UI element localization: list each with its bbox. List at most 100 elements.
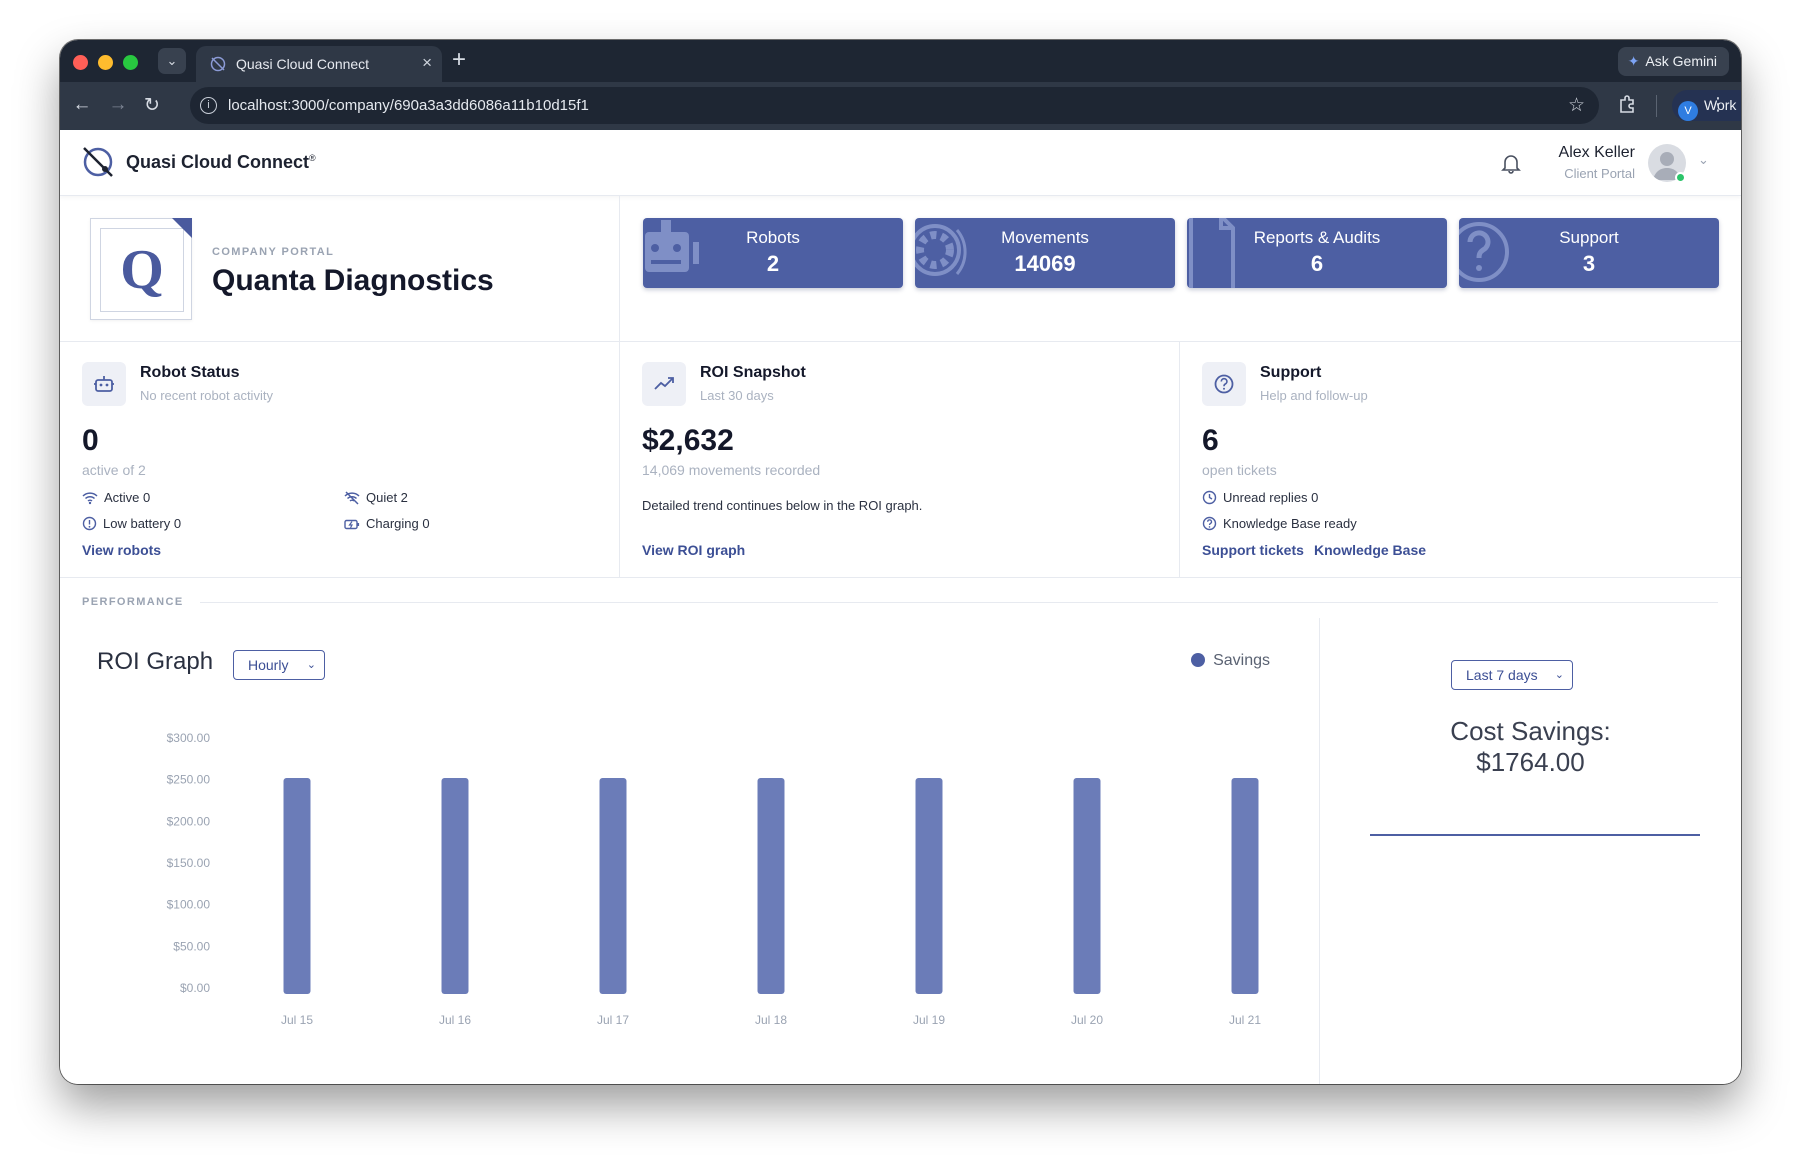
roi-icon-box bbox=[642, 362, 686, 406]
brand-name[interactable]: Quasi Cloud Connect® bbox=[126, 152, 316, 173]
active-stat: Active 0 bbox=[82, 490, 150, 505]
stat-value: 3 bbox=[1582, 251, 1596, 276]
charging-stat-text: Charging 0 bbox=[366, 516, 430, 531]
x-tick-label: Jul 15 bbox=[281, 1013, 313, 1027]
stat-value: 2 bbox=[766, 251, 780, 276]
site-info-icon[interactable]: i bbox=[200, 97, 217, 114]
browser-toolbar: ← → ↻ i localhost:3000/company/690a3a3dd… bbox=[60, 82, 1741, 130]
stat-card-robots[interactable]: Robots 2 bbox=[643, 218, 903, 288]
support-panel: Support Help and follow-up 6 open ticket… bbox=[1180, 342, 1741, 578]
x-tick-label: Jul 19 bbox=[913, 1013, 945, 1027]
address-bar[interactable]: i localhost:3000/company/690a3a3dd6086a1… bbox=[190, 87, 1599, 124]
tab-title: Quasi Cloud Connect bbox=[236, 56, 370, 72]
performance-section-label: PERFORMANCE bbox=[82, 596, 184, 608]
y-tick-label: $50.00 bbox=[173, 939, 210, 953]
maximize-window-button[interactable] bbox=[123, 55, 138, 70]
roi-bar[interactable] bbox=[283, 778, 311, 994]
tab-close-icon[interactable]: × bbox=[422, 53, 432, 72]
browser-tab[interactable]: Quasi Cloud Connect × bbox=[196, 46, 442, 82]
quiet-stat-text: Quiet 2 bbox=[366, 490, 408, 505]
panel-subtitle: Last 30 days bbox=[700, 388, 774, 403]
trending-up-icon bbox=[654, 377, 674, 390]
y-tick-label: $200.00 bbox=[167, 814, 211, 828]
performance-divider bbox=[200, 602, 1718, 603]
stat-card-support[interactable]: Support 3 bbox=[1459, 218, 1719, 288]
low-battery-stat-text: Low battery 0 bbox=[103, 516, 182, 531]
tab-search-button[interactable]: ⌄ bbox=[158, 48, 186, 74]
unread-replies-stat: Unread replies 0 bbox=[1202, 490, 1318, 505]
brand-text: Quasi Cloud Connect bbox=[126, 152, 310, 172]
battery-charging-icon bbox=[344, 519, 360, 530]
toolbar-divider bbox=[1656, 95, 1657, 117]
profile-button[interactable]: V Work bbox=[1672, 90, 1741, 121]
movements-recorded: 14,069 movements recorded bbox=[642, 462, 821, 478]
roi-bar[interactable] bbox=[599, 778, 627, 994]
gemini-sparkle-icon: ✦ bbox=[1627, 53, 1640, 69]
active-stat-text: Active 0 bbox=[104, 490, 151, 505]
minimize-window-button[interactable] bbox=[98, 55, 113, 70]
date-range-select[interactable]: Last 7 days ⌄ bbox=[1451, 660, 1573, 690]
company-section: Q COMPANY PORTAL Quanta Diagnostics Robo… bbox=[60, 196, 1741, 342]
stat-value: 14069 bbox=[1014, 251, 1076, 276]
bookmark-star-icon[interactable]: ☆ bbox=[1567, 95, 1585, 116]
support-icon-box bbox=[1202, 362, 1246, 406]
browser-menu-icon[interactable]: ⋮ bbox=[1709, 94, 1727, 114]
user-name[interactable]: Alex Keller bbox=[1558, 144, 1635, 161]
view-roi-graph-link[interactable]: View ROI graph bbox=[642, 542, 746, 558]
stat-card-reports[interactable]: Reports & Audits 6 bbox=[1187, 218, 1447, 288]
extensions-icon[interactable] bbox=[1617, 94, 1637, 119]
chevron-down-icon: ⌄ bbox=[1554, 669, 1564, 681]
cost-savings-value: $1764.00 bbox=[1476, 747, 1585, 777]
roi-bar[interactable] bbox=[1073, 778, 1101, 994]
page-content: Quasi Cloud Connect® Alex Keller Client … bbox=[60, 130, 1741, 1084]
company-name: Quanta Diagnostics bbox=[212, 264, 494, 297]
company-logo-letter: Q bbox=[100, 228, 184, 312]
cost-savings-sparkline bbox=[1370, 834, 1700, 836]
roi-bar[interactable] bbox=[441, 778, 469, 994]
active-robots-caption: active of 2 bbox=[82, 462, 146, 478]
view-robots-link[interactable]: View robots bbox=[82, 542, 162, 558]
robot-icon bbox=[94, 376, 114, 392]
reload-icon[interactable]: ↻ bbox=[144, 95, 160, 116]
y-tick-label: $0.00 bbox=[180, 981, 210, 995]
roi-bar[interactable] bbox=[1231, 778, 1259, 994]
stat-label: Support bbox=[1559, 228, 1619, 247]
roi-bar[interactable] bbox=[757, 778, 785, 994]
y-tick-label: $100.00 bbox=[167, 898, 211, 912]
roi-snapshot-panel: ROI Snapshot Last 30 days $2,632 14,069 … bbox=[620, 342, 1180, 578]
forward-arrow-icon[interactable]: → bbox=[108, 94, 128, 115]
user-menu-chevron-icon[interactable]: ⌄ bbox=[1698, 152, 1709, 167]
chevron-down-icon: ⌄ bbox=[166, 53, 178, 68]
support-tickets-link[interactable]: Support tickets bbox=[1202, 542, 1304, 558]
active-robots-count: 0 bbox=[82, 424, 99, 457]
knowledge-base-text: Knowledge Base ready bbox=[1223, 516, 1357, 531]
brand-logo-icon[interactable] bbox=[80, 144, 116, 180]
open-tickets-caption: open tickets bbox=[1202, 462, 1277, 478]
roi-bar[interactable] bbox=[915, 778, 943, 994]
knowledge-base-link[interactable]: Knowledge Base bbox=[1314, 542, 1427, 558]
panel-title: ROI Snapshot bbox=[700, 364, 806, 381]
knowledge-base-stat: Knowledge Base ready bbox=[1202, 516, 1357, 531]
robot-icon bbox=[645, 220, 699, 272]
y-tick-label: $150.00 bbox=[167, 856, 211, 870]
back-arrow-icon[interactable]: ← bbox=[72, 94, 92, 115]
profile-label: Work bbox=[1704, 97, 1737, 113]
roi-bar-chart: $0.00 $50.00 $100.00 $150.00 $200.00 $250.00 $… bbox=[167, 731, 1262, 1027]
interval-select[interactable]: Hourly ⌄ bbox=[233, 650, 325, 680]
registered-mark: ® bbox=[309, 153, 316, 163]
roi-graph-title: ROI Graph bbox=[97, 648, 214, 675]
stat-label: Robots bbox=[746, 228, 800, 247]
x-tick-label: Jul 18 bbox=[755, 1013, 787, 1027]
robot-status-icon-box bbox=[82, 362, 126, 406]
stat-card-movements[interactable]: Movements 14069 bbox=[915, 218, 1175, 288]
ask-gemini-button[interactable]: ✦ Ask Gemini bbox=[1617, 47, 1729, 76]
panel-subtitle: No recent robot activity bbox=[140, 388, 273, 403]
notification-bell-icon[interactable] bbox=[1500, 152, 1522, 174]
new-tab-button[interactable]: + bbox=[452, 46, 467, 73]
tab-favicon-icon bbox=[210, 56, 226, 72]
wifi-icon bbox=[82, 492, 98, 505]
cost-savings-label: Cost Savings: bbox=[1450, 716, 1611, 746]
close-window-button[interactable] bbox=[73, 55, 88, 70]
y-tick-label: $250.00 bbox=[167, 773, 211, 787]
online-status-indicator bbox=[1675, 172, 1686, 183]
